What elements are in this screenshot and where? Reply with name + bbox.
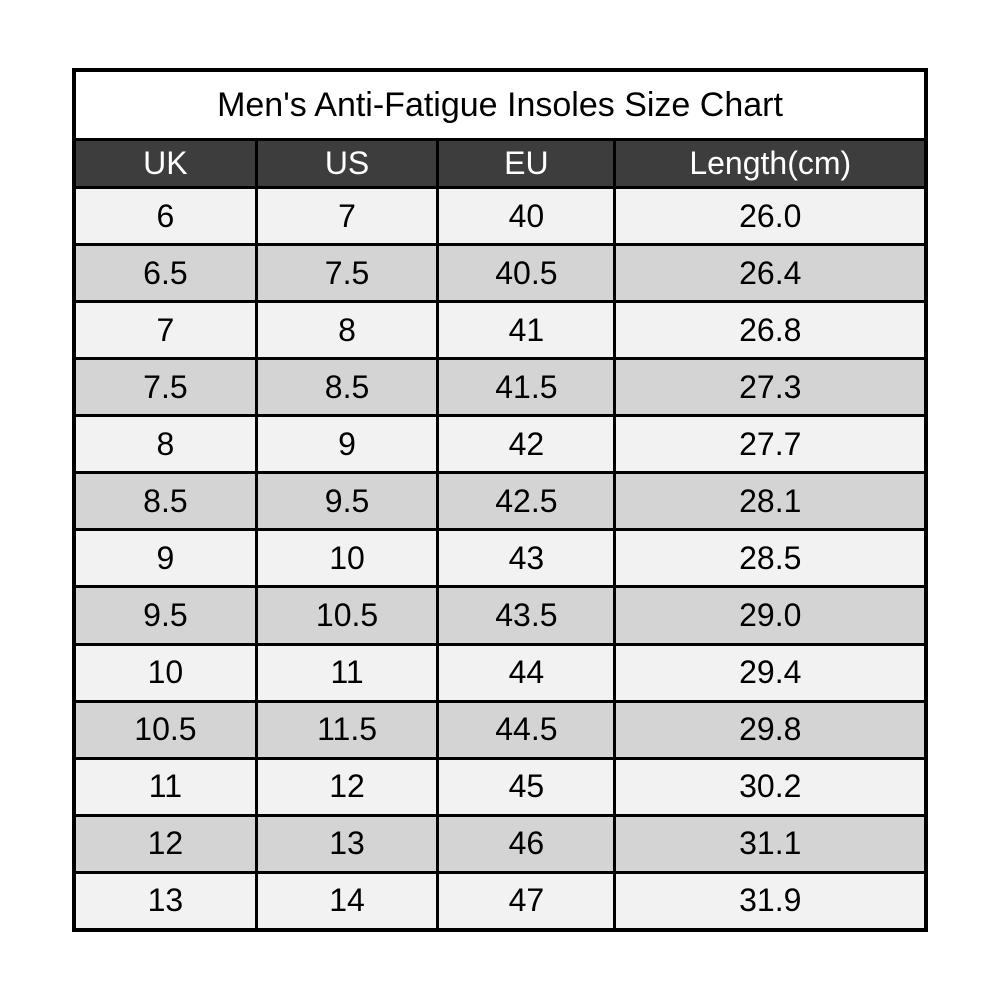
cell-eu: 46 [436, 813, 617, 874]
table-row: 7.5 8.5 41.5 27.3 [72, 357, 928, 418]
chart-title: Men's Anti-Fatigue Insoles Size Chart [72, 68, 928, 141]
cell-length: 29.0 [613, 585, 928, 646]
cell-uk: 8.5 [72, 471, 258, 532]
cell-eu: 41 [436, 300, 617, 361]
cell-length: 27.3 [613, 357, 928, 418]
cell-us: 11.5 [254, 699, 440, 760]
cell-us: 13 [254, 813, 440, 874]
cell-us: 8.5 [254, 357, 440, 418]
table-row: 6.5 7.5 40.5 26.4 [72, 243, 928, 304]
cell-us: 14 [254, 870, 440, 932]
cell-length: 26.8 [613, 300, 928, 361]
cell-us: 7 [254, 185, 440, 247]
cell-uk: 10.5 [72, 699, 258, 760]
title-row: Men's Anti-Fatigue Insoles Size Chart [72, 68, 928, 141]
cell-length: 28.1 [613, 471, 928, 532]
cell-eu: 42.5 [436, 471, 617, 532]
cell-us: 9 [254, 414, 440, 475]
column-header-length: Length(cm) [613, 138, 928, 189]
cell-uk: 6 [72, 185, 258, 247]
cell-uk: 9 [72, 528, 258, 589]
cell-length: 31.1 [613, 813, 928, 874]
cell-uk: 11 [72, 756, 258, 817]
cell-length: 27.7 [613, 414, 928, 475]
cell-us: 11 [254, 642, 440, 703]
cell-length: 29.8 [613, 699, 928, 760]
cell-eu: 43 [436, 528, 617, 589]
cell-length: 26.4 [613, 243, 928, 304]
cell-us: 9.5 [254, 471, 440, 532]
cell-eu: 40 [436, 185, 617, 247]
cell-length: 30.2 [613, 756, 928, 817]
cell-uk: 12 [72, 813, 258, 874]
column-header-us: US [254, 138, 440, 189]
cell-length: 31.9 [613, 870, 928, 932]
table-row: 7 8 41 26.8 [72, 300, 928, 361]
cell-length: 29.4 [613, 642, 928, 703]
cell-uk: 7 [72, 300, 258, 361]
table-row: 12 13 46 31.1 [72, 813, 928, 874]
cell-eu: 41.5 [436, 357, 617, 418]
cell-us: 7.5 [254, 243, 440, 304]
cell-uk: 6.5 [72, 243, 258, 304]
table-row: 8 9 42 27.7 [72, 414, 928, 475]
table-row: 8.5 9.5 42.5 28.1 [72, 471, 928, 532]
cell-eu: 45 [436, 756, 617, 817]
cell-us: 10.5 [254, 585, 440, 646]
cell-uk: 7.5 [72, 357, 258, 418]
cell-eu: 47 [436, 870, 617, 932]
cell-eu: 43.5 [436, 585, 617, 646]
cell-us: 12 [254, 756, 440, 817]
column-header-uk: UK [72, 138, 258, 189]
column-header-eu: EU [436, 138, 617, 189]
cell-length: 28.5 [613, 528, 928, 589]
size-chart-table: Men's Anti-Fatigue Insoles Size Chart UK… [72, 68, 928, 932]
table-row: 11 12 45 30.2 [72, 756, 928, 817]
table-row: 9.5 10.5 43.5 29.0 [72, 585, 928, 646]
cell-uk: 8 [72, 414, 258, 475]
cell-eu: 44 [436, 642, 617, 703]
cell-us: 10 [254, 528, 440, 589]
table-row: 13 14 47 31.9 [72, 870, 928, 932]
table-row: 6 7 40 26.0 [72, 185, 928, 247]
cell-eu: 44.5 [436, 699, 617, 760]
cell-uk: 10 [72, 642, 258, 703]
cell-length: 26.0 [613, 185, 928, 247]
cell-eu: 42 [436, 414, 617, 475]
header-row: UK US EU Length(cm) [72, 138, 928, 189]
cell-uk: 13 [72, 870, 258, 932]
cell-us: 8 [254, 300, 440, 361]
cell-uk: 9.5 [72, 585, 258, 646]
table-row: 9 10 43 28.5 [72, 528, 928, 589]
cell-eu: 40.5 [436, 243, 617, 304]
table-row: 10.5 11.5 44.5 29.8 [72, 699, 928, 760]
table-row: 10 11 44 29.4 [72, 642, 928, 703]
